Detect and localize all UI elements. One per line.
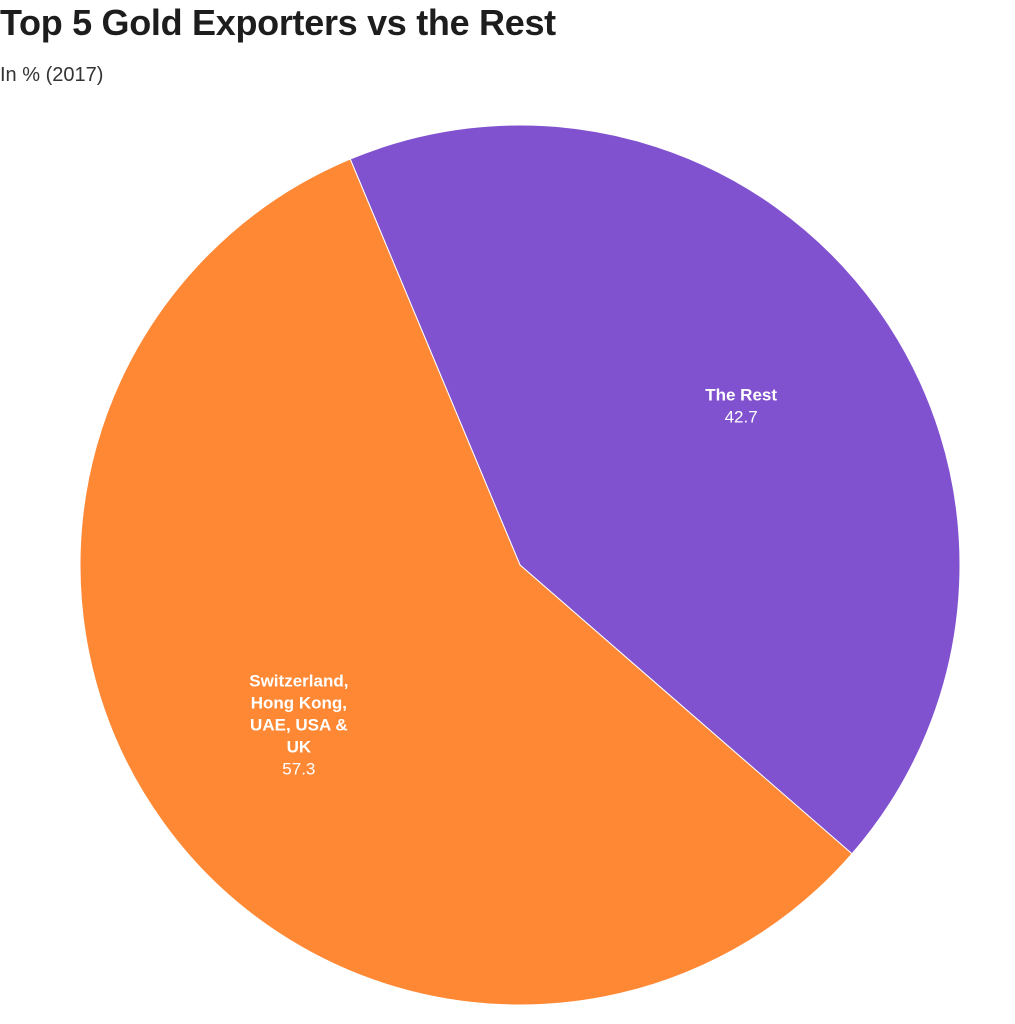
pie-slice-0 — [349, 124, 961, 855]
slice-label-1: Switzerland, — [249, 672, 348, 691]
slice-value-0: 42.7 — [725, 407, 758, 426]
slice-label-0: The Rest — [705, 385, 777, 404]
chart-subtitle: In % (2017) — [0, 64, 104, 86]
slice-label-1: UAE, USA & — [250, 716, 348, 735]
slice-value-1: 57.3 — [282, 760, 315, 779]
slice-label-1: UK — [287, 738, 312, 757]
chart-title: Top 5 Gold Exporters vs the Rest — [0, 2, 556, 43]
pie-slice-1 — [79, 158, 853, 1006]
slice-label-1: Hong Kong, — [251, 694, 347, 713]
